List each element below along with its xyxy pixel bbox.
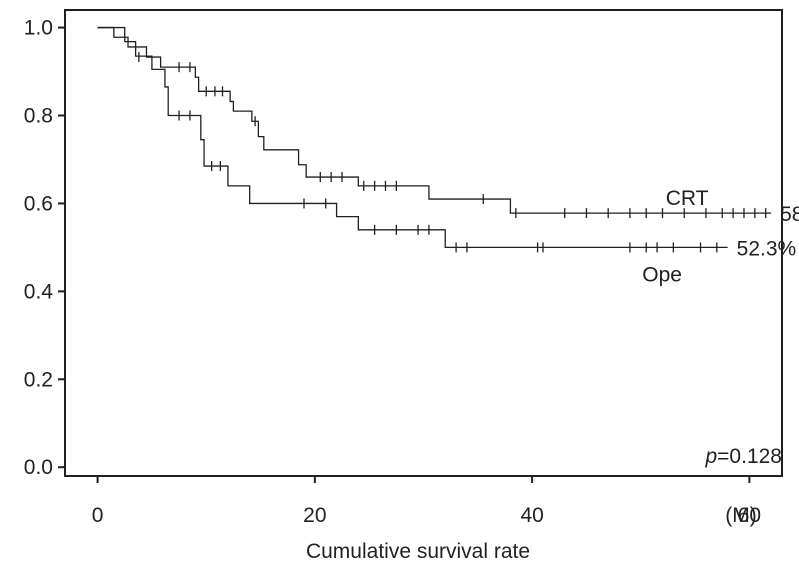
survival-curve-crt (97, 26, 772, 214)
y-tick-label: 0.0 (24, 456, 53, 479)
y-tick-label: 1.0 (24, 17, 53, 40)
p-value-annotation: p=0.128 (704, 445, 782, 468)
axes: 0.0 0.2 0.4 0.6 0.8 1.0 0 20 40 60 (24, 9, 783, 527)
x-tick-label: 0 (92, 504, 104, 527)
series-layer: 58.1% CRT 52.3% Ope (97, 26, 799, 286)
y-tick-label: 0.2 (24, 368, 53, 391)
survival-curve-ope (97, 26, 728, 249)
x-tick-label: 60 (738, 504, 761, 527)
x-tick-label: 40 (520, 504, 543, 527)
series-name-label: CRT (666, 187, 709, 210)
plot-frame (64, 9, 783, 477)
series-name-label: Ope (642, 263, 682, 286)
p-symbol: p (704, 445, 717, 468)
x-unit-label: (M) (725, 504, 756, 527)
y-tick-label: 0.4 (24, 280, 54, 303)
end-value-label: 52.3% (737, 237, 797, 260)
series-crt: 58.1% CRT (97, 26, 799, 226)
y-tick-label: 0.6 (24, 192, 53, 215)
y-tick-label: 0.8 (24, 105, 53, 128)
end-value-label: 58.1% (780, 203, 799, 226)
x-tick-label: 20 (303, 504, 326, 527)
series-ope: 52.3% Ope (97, 26, 797, 286)
x-axis-title: Cumulative survival rate (306, 540, 530, 563)
p-value: =0.128 (717, 445, 782, 468)
